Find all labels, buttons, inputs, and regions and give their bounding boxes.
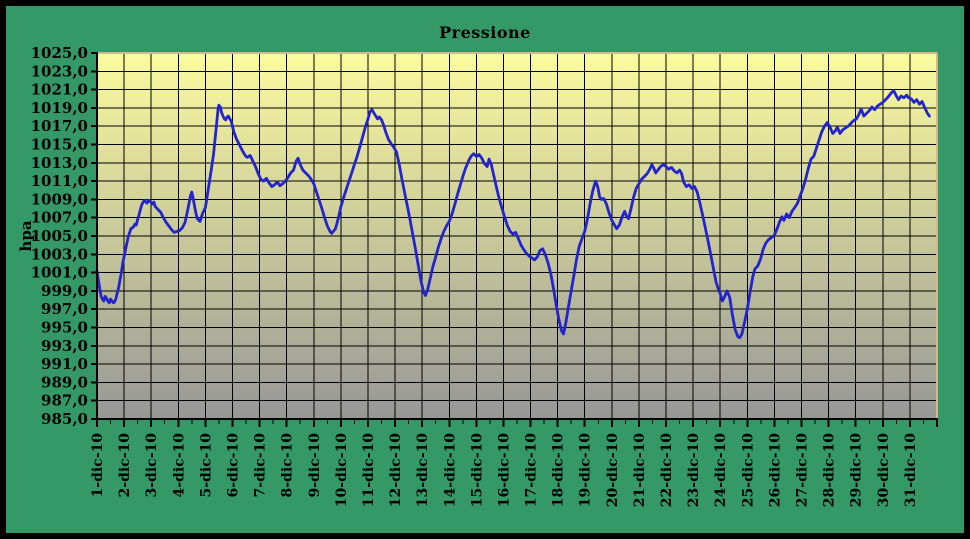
x-tick-label: 22-dic-10 xyxy=(659,433,675,507)
x-tick-label: 16-dic-10 xyxy=(496,433,512,507)
x-tick-label: 24-dic-10 xyxy=(713,433,729,507)
x-tick-label: 12-dic-10 xyxy=(388,433,404,507)
x-tick-label: 29-dic-10 xyxy=(849,433,865,507)
x-tick-label: 21-dic-10 xyxy=(632,433,648,507)
x-tick-label: 23-dic-10 xyxy=(686,433,702,507)
x-tick-label: 11-dic-10 xyxy=(361,433,377,507)
chart-title: Pressione xyxy=(439,23,531,42)
y-tick-label: 1025,0 xyxy=(31,44,88,62)
y-tick-label: 993,0 xyxy=(41,337,88,355)
y-tick-label: 1009,0 xyxy=(31,190,88,208)
y-tick-label: 999,0 xyxy=(41,282,88,300)
y-tick-label: 1015,0 xyxy=(31,136,88,154)
x-tick-label: 31-dic-10 xyxy=(903,433,919,507)
y-tick-label: 989,0 xyxy=(41,373,88,391)
x-tick-label: 13-dic-10 xyxy=(415,433,431,507)
x-tick-label: 19-dic-10 xyxy=(578,433,594,507)
y-tick-label: 987,0 xyxy=(41,392,88,410)
x-tick-label: 10-dic-10 xyxy=(334,433,350,507)
x-tick-label: 2-dic-10 xyxy=(117,433,133,498)
y-tick-label: 1005,0 xyxy=(31,227,88,245)
y-tick-label: 1023,0 xyxy=(31,62,88,80)
pressure-line xyxy=(95,89,931,340)
x-tick-label: 26-dic-10 xyxy=(767,433,783,507)
x-tick-label: 30-dic-10 xyxy=(876,433,892,507)
y-tick-label: 1007,0 xyxy=(31,209,88,227)
y-tick-label: 1013,0 xyxy=(31,154,88,172)
y-tick-label: 991,0 xyxy=(41,355,88,373)
x-tick-label: 25-dic-10 xyxy=(740,433,756,507)
x-tick-label: 27-dic-10 xyxy=(795,433,811,507)
x-tick-label: 15-dic-10 xyxy=(469,433,485,507)
y-tick-label: 1021,0 xyxy=(31,81,88,99)
y-tick-label: 985,0 xyxy=(41,410,88,428)
chart-background: Pressione hpa 1025,0 1023,0 1021,0 1019,0 10… xyxy=(6,6,964,533)
y-tick-label: 995,0 xyxy=(41,319,88,337)
x-tick-label: 9-dic-10 xyxy=(307,433,323,498)
x-tick-label: 4-dic-10 xyxy=(171,433,187,498)
x-tick-label: 8-dic-10 xyxy=(280,433,296,498)
x-tick-label: 14-dic-10 xyxy=(442,433,458,507)
x-tick-label: 6-dic-10 xyxy=(225,433,241,498)
x-tick-label: 20-dic-10 xyxy=(605,433,621,507)
pressure-line-chart: 1025,01023,01021,01019,01017,01015,01013… xyxy=(31,44,938,507)
y-tick-label: 1001,0 xyxy=(31,264,88,282)
y-tick-label: 1019,0 xyxy=(31,99,88,117)
x-tick-label: 17-dic-10 xyxy=(524,433,540,507)
x-tick-label: 28-dic-10 xyxy=(822,433,838,507)
x-tick-label: 3-dic-10 xyxy=(144,433,160,498)
x-tick-label: 7-dic-10 xyxy=(253,433,269,498)
x-tick-label: 18-dic-10 xyxy=(551,433,567,507)
y-tick-label: 997,0 xyxy=(41,300,88,318)
y-tick-label: 1017,0 xyxy=(31,117,88,135)
x-tick-label: 5-dic-10 xyxy=(198,433,214,498)
y-tick-label: 1003,0 xyxy=(31,245,88,263)
y-tick-label: 1011,0 xyxy=(31,172,88,190)
x-tick-label: 1-dic-10 xyxy=(90,433,106,498)
